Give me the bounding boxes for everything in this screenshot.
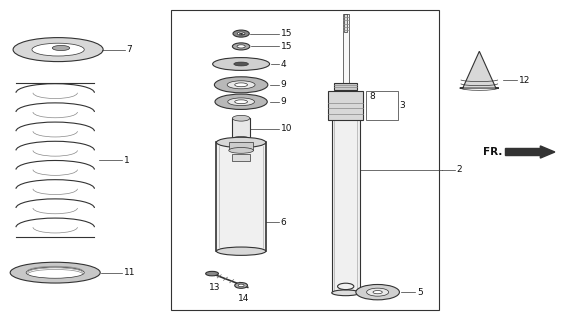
Text: 11: 11	[124, 268, 135, 277]
Text: 14: 14	[238, 294, 250, 303]
Bar	[232, 118, 250, 139]
Text: 6: 6	[281, 218, 286, 227]
Ellipse shape	[238, 284, 244, 287]
Ellipse shape	[10, 262, 100, 283]
Text: 9: 9	[281, 80, 286, 89]
Ellipse shape	[367, 288, 389, 296]
Ellipse shape	[52, 45, 70, 51]
FancyArrow shape	[505, 146, 555, 158]
Bar	[343, 14, 349, 112]
Ellipse shape	[232, 136, 250, 141]
Bar	[366, 91, 398, 120]
Bar	[232, 154, 250, 161]
Ellipse shape	[227, 81, 255, 89]
Text: 10: 10	[281, 124, 292, 133]
Ellipse shape	[13, 38, 103, 62]
Ellipse shape	[213, 58, 270, 70]
Ellipse shape	[332, 290, 360, 296]
Ellipse shape	[216, 247, 266, 255]
Ellipse shape	[237, 32, 245, 35]
Ellipse shape	[214, 77, 268, 93]
Text: 12: 12	[519, 76, 530, 84]
Bar	[216, 142, 266, 251]
Ellipse shape	[234, 62, 248, 66]
Ellipse shape	[232, 116, 250, 121]
Ellipse shape	[233, 30, 249, 37]
Ellipse shape	[235, 283, 248, 288]
Polygon shape	[460, 51, 499, 88]
Bar	[229, 142, 253, 150]
Bar	[344, 14, 347, 32]
Ellipse shape	[206, 271, 218, 276]
Bar	[334, 83, 357, 90]
Text: 2: 2	[457, 165, 462, 174]
Text: FR.: FR.	[483, 147, 503, 157]
Ellipse shape	[232, 43, 250, 50]
Ellipse shape	[356, 284, 400, 300]
Ellipse shape	[229, 148, 253, 153]
Text: 8: 8	[369, 92, 375, 101]
Text: 4: 4	[281, 60, 286, 68]
Bar	[332, 112, 360, 293]
Ellipse shape	[228, 98, 254, 106]
Bar	[328, 91, 363, 120]
Ellipse shape	[235, 100, 248, 104]
Text: 1: 1	[124, 156, 130, 164]
Ellipse shape	[215, 94, 267, 109]
Ellipse shape	[32, 43, 84, 56]
Text: 3: 3	[400, 101, 406, 110]
Ellipse shape	[373, 291, 382, 294]
Text: 9: 9	[281, 97, 286, 106]
Ellipse shape	[216, 137, 266, 148]
Text: 5: 5	[417, 288, 423, 297]
Ellipse shape	[235, 83, 248, 87]
Text: 15: 15	[281, 29, 292, 38]
Bar	[171, 10, 439, 310]
Text: 13: 13	[209, 284, 221, 292]
Ellipse shape	[237, 45, 245, 48]
Text: 15: 15	[281, 42, 292, 51]
Ellipse shape	[26, 267, 84, 278]
Text: 7: 7	[127, 45, 132, 54]
